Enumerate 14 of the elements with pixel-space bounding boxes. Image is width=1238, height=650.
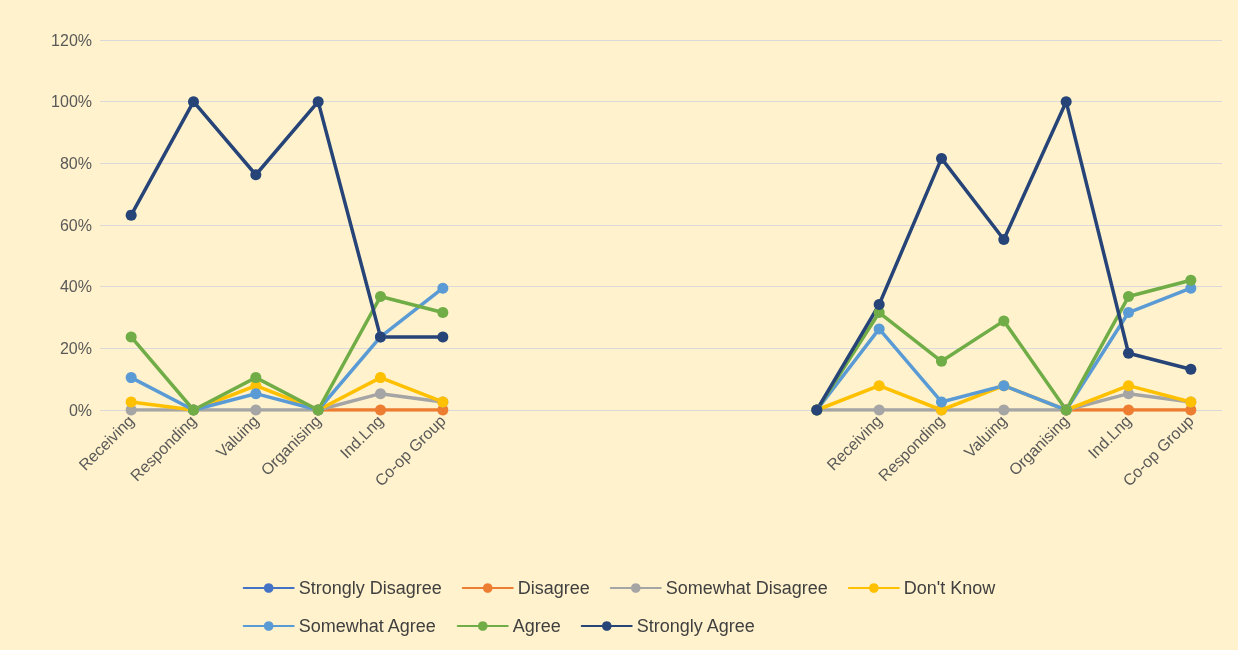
legend-label: Agree [512,616,561,636]
y-tick-label: 40% [59,278,92,296]
legend-label: Strongly Agree [636,616,755,636]
legend-label: Disagree [517,578,590,598]
y-tick-label: 100% [51,93,92,111]
legend-label: Somewhat Disagree [665,578,828,598]
legend-label: Strongly Disagree [298,578,442,598]
y-tick-label: 120% [51,31,92,49]
y-tick-label: 0% [68,401,92,419]
y-tick-label: 20% [59,339,92,357]
y-tick-label: 60% [59,216,92,234]
y-tick-label: 80% [59,154,92,172]
legend-label: Somewhat Agree [298,616,436,636]
legend-label: Don't Know [903,578,997,598]
